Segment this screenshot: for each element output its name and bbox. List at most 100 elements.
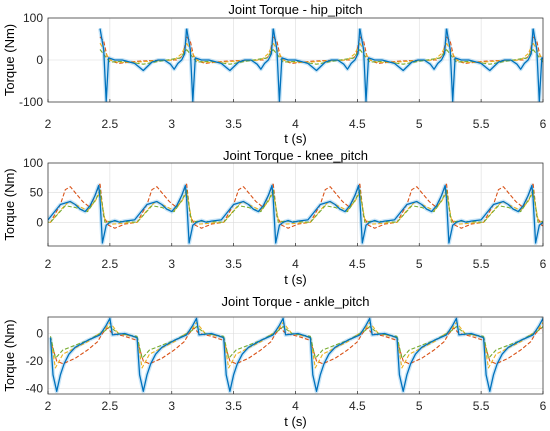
- x-tick-label: 4.5: [349, 117, 366, 131]
- x-tick-label: 5: [416, 257, 423, 271]
- y-axis-label: Torque (Nm): [2, 319, 17, 391]
- series-line-1: [309, 317, 398, 392]
- x-tick-label: 2: [45, 257, 52, 271]
- chart-title: Joint Torque - ankle_pitch: [222, 294, 370, 309]
- y-tick-label: 0: [36, 53, 43, 67]
- series-line-1: [359, 28, 448, 102]
- y-axis-label: Torque (Nm): [2, 24, 17, 96]
- series-group: [98, 28, 543, 102]
- x-tick-label: 3.5: [225, 117, 242, 131]
- series-line-3: [483, 321, 543, 369]
- series-line-1: [136, 317, 224, 392]
- series-line-2: [445, 183, 534, 229]
- series-line-1: [185, 28, 274, 102]
- x-tick-label: 2.5: [102, 117, 119, 131]
- series-line-3: [136, 321, 224, 369]
- series-line-3: [272, 42, 361, 64]
- series-line-4: [186, 49, 274, 65]
- x-tick-label: 4: [292, 117, 299, 131]
- y-tick-label: 100: [23, 156, 43, 170]
- series-line-3: [99, 42, 188, 64]
- series-line-4: [359, 49, 447, 65]
- series-line-4: [186, 189, 274, 223]
- series-line-3: [532, 42, 543, 61]
- series-line-4: [272, 49, 361, 65]
- series-line-3: [186, 42, 274, 64]
- series-line-1: [445, 28, 534, 102]
- x-tick-label: 3: [168, 399, 175, 413]
- y-tick-label: 0: [36, 215, 43, 229]
- y-tick-label: 0: [36, 327, 43, 341]
- series-line-1: [99, 184, 188, 244]
- series-spread-band: [357, 28, 449, 102]
- series-line-3: [359, 42, 447, 64]
- y-tick-label: -40: [26, 382, 44, 396]
- series-line-4: [49, 326, 138, 359]
- x-tick-label: 2: [45, 399, 52, 413]
- series-line-1: [272, 184, 361, 244]
- x-axis-label: t (s): [284, 414, 306, 429]
- series-line-4: [136, 326, 224, 359]
- series-spread-band: [48, 183, 102, 222]
- y-tick-label: 100: [23, 11, 43, 25]
- x-tick-label: 5.5: [473, 117, 490, 131]
- chart-title: Joint Torque - knee_pitch: [223, 148, 368, 163]
- series-line-1: [445, 184, 534, 244]
- chart-title: Joint Torque - hip_pitch: [228, 2, 362, 17]
- x-tick-label: 3.5: [225, 257, 242, 271]
- series-line-1: [49, 317, 138, 392]
- series-spread-band: [357, 183, 449, 245]
- y-axis-label: Torque (Nm): [2, 168, 17, 240]
- series-line-3: [49, 321, 138, 369]
- series-spread-band: [184, 28, 276, 102]
- series-spread-band: [135, 317, 225, 394]
- x-axis-label: t (s): [284, 272, 306, 287]
- series-line-4: [446, 49, 534, 65]
- series-spread-band: [271, 183, 362, 245]
- series-line-3: [309, 321, 398, 369]
- series-spread-band: [98, 28, 189, 102]
- x-tick-label: 3.5: [225, 399, 242, 413]
- series-spread-band: [98, 183, 189, 245]
- series-line-1: [223, 317, 311, 392]
- series-line-1: [272, 28, 361, 102]
- series-line-4: [99, 49, 188, 65]
- series-line-1: [532, 28, 543, 102]
- series-spread-band: [444, 28, 536, 102]
- x-tick-label: 4.5: [349, 399, 366, 413]
- series-line-1: [359, 184, 448, 244]
- series-line-1: [532, 198, 543, 244]
- x-tick-label: 5: [416, 399, 423, 413]
- series-line-4: [223, 326, 311, 359]
- series-line-4: [48, 189, 101, 223]
- y-tick-label: 50: [30, 186, 44, 200]
- series-line-4: [99, 189, 188, 223]
- series-line-1: [482, 317, 543, 392]
- x-tick-label: 5: [416, 117, 423, 131]
- y-tick-label: -100: [19, 95, 43, 109]
- series-line-2: [483, 327, 543, 365]
- series-spread-band: [221, 317, 312, 394]
- series-spread-band: [271, 28, 362, 102]
- series-spread-band: [184, 183, 276, 245]
- series-line-1: [185, 184, 274, 244]
- x-tick-label: 2: [45, 117, 52, 131]
- series-line-3: [446, 42, 534, 64]
- y-tick-label: -20: [26, 354, 44, 368]
- x-tick-label: 6: [540, 257, 547, 271]
- series-group: [48, 317, 543, 394]
- series-spread-band: [308, 317, 398, 394]
- x-tick-label: 4.5: [349, 257, 366, 271]
- series-line-4: [272, 189, 361, 223]
- subplot-3: 2 2.5 3 3.5 4 4.5 5 5.5 6 -40 -20 0 Joint Torque - a…: [2, 294, 547, 429]
- series-line-2: [532, 36, 543, 61]
- series-line-2: [272, 183, 361, 229]
- series-line-4: [396, 326, 484, 359]
- series-group: [48, 183, 543, 245]
- series-spread-band: [444, 183, 536, 245]
- series-line-3: [223, 321, 311, 369]
- series-line-3: [396, 321, 484, 369]
- series-line-4: [309, 326, 398, 359]
- series-line-2: [99, 183, 188, 229]
